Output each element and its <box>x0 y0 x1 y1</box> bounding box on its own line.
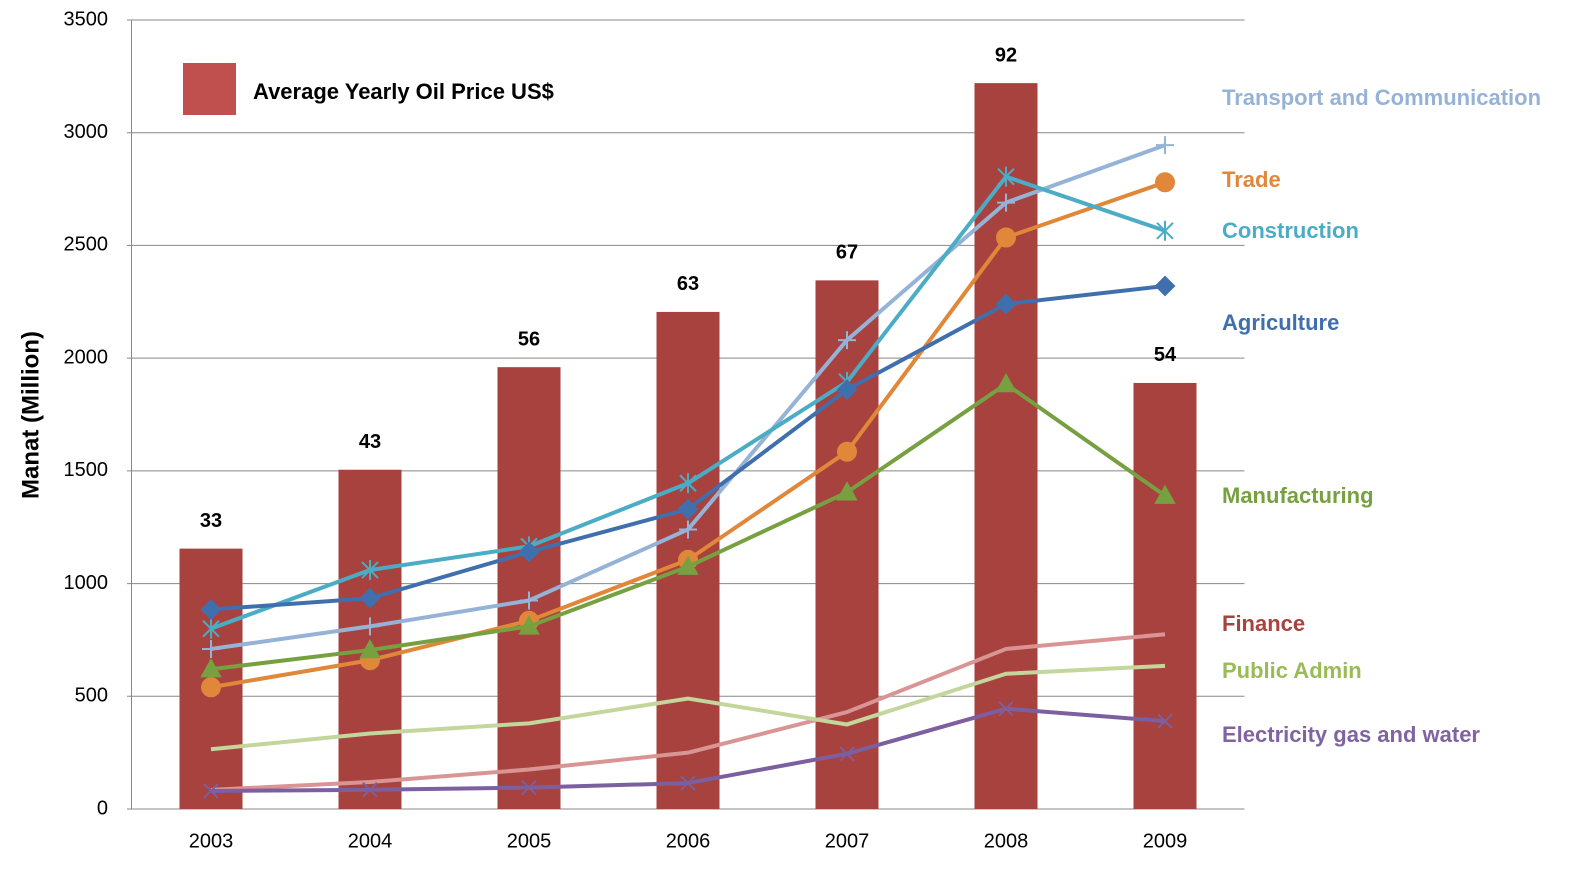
bar <box>1133 382 1197 809</box>
marker <box>836 481 858 501</box>
y-axis-label: Manat (Million) <box>17 331 44 499</box>
y-tick-label: 3000 <box>64 121 109 143</box>
marker <box>202 639 220 658</box>
bar <box>974 83 1038 810</box>
marker <box>679 473 697 494</box>
marker <box>359 587 381 609</box>
marker <box>202 618 220 639</box>
bar-value-label: 43 <box>359 431 381 453</box>
marker <box>996 227 1016 248</box>
marker <box>521 779 537 796</box>
marker <box>200 599 222 620</box>
marker <box>679 520 697 539</box>
marker <box>995 373 1017 393</box>
bar-value-label: 63 <box>677 273 699 295</box>
marker <box>836 379 858 401</box>
marker <box>201 677 221 698</box>
series-label: Manufacturing <box>1222 483 1374 508</box>
bar-value-label: 67 <box>836 242 858 264</box>
x-tick-label: 2007 <box>825 830 870 852</box>
series-label: Public Admin <box>1222 658 1362 683</box>
marker <box>1154 275 1176 297</box>
series-label: Electricity gas and water <box>1222 722 1480 747</box>
marker <box>997 166 1015 187</box>
y-tick-label: 1000 <box>64 572 109 594</box>
x-tick-label: 2003 <box>189 830 234 852</box>
bar-value-label: 56 <box>518 328 540 350</box>
y-tick-label: 0 <box>97 797 108 819</box>
y-tick-label: 2000 <box>64 346 109 368</box>
marker <box>1154 484 1176 504</box>
marker <box>677 498 699 520</box>
bar <box>815 280 879 809</box>
marker <box>997 193 1015 212</box>
marker <box>837 441 857 462</box>
bar-value-label: 92 <box>995 44 1017 66</box>
marker <box>518 615 540 635</box>
marker <box>359 639 381 659</box>
marker <box>520 591 538 610</box>
marker <box>998 700 1014 717</box>
series-label: Trade <box>1222 167 1281 192</box>
bar-value-label: 54 <box>1154 344 1177 366</box>
x-tick-label: 2009 <box>1143 830 1188 852</box>
legend-swatch <box>183 63 236 115</box>
series-label: Transport and Communication <box>1222 85 1541 110</box>
marker <box>839 746 855 762</box>
series-label: Agriculture <box>1222 310 1339 335</box>
series-line <box>210 632 1166 792</box>
marker <box>995 293 1017 315</box>
y-tick-label: 3500 <box>64 8 109 30</box>
marker <box>200 658 222 678</box>
y-tick-label: 2500 <box>64 234 109 256</box>
marker <box>1156 220 1174 241</box>
bar-value-label: 33 <box>200 510 222 532</box>
bar <box>497 367 561 809</box>
marker <box>1157 713 1173 729</box>
marker <box>203 783 219 799</box>
series-label: Finance <box>1222 611 1305 636</box>
y-tick-label: 500 <box>75 685 108 707</box>
marker <box>1156 136 1174 155</box>
x-tick-label: 2008 <box>984 830 1029 852</box>
marker <box>518 541 540 563</box>
y-tick-label: 1500 <box>64 459 109 481</box>
marker <box>677 555 699 575</box>
legend-label: Average Yearly Oil Price US$ <box>253 79 554 104</box>
marker <box>680 775 696 791</box>
marker <box>1155 172 1175 193</box>
x-tick-label: 2006 <box>666 830 711 852</box>
marker <box>361 560 379 581</box>
x-tick-label: 2004 <box>348 830 393 852</box>
series-line <box>210 663 1166 752</box>
marker <box>361 617 379 636</box>
marker <box>838 331 856 350</box>
marker <box>362 782 378 798</box>
x-tick-label: 2005 <box>507 830 552 852</box>
series-label: Construction <box>1222 218 1359 243</box>
